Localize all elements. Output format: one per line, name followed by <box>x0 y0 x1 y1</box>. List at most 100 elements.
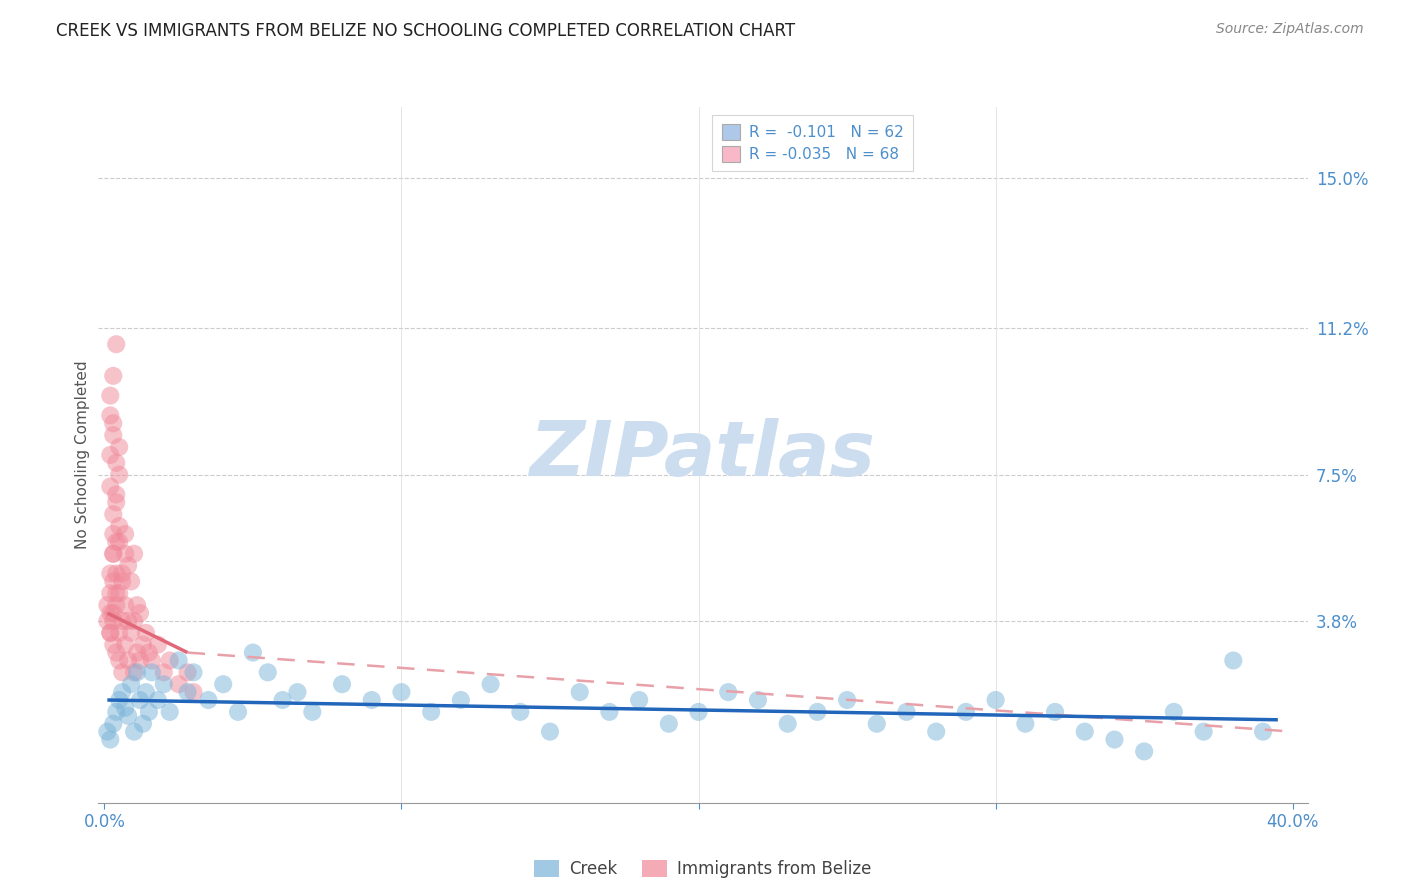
Point <box>117 558 139 573</box>
Point <box>183 685 205 699</box>
Point <box>103 574 125 589</box>
Point <box>122 614 145 628</box>
Point <box>111 665 134 680</box>
Point <box>226 705 249 719</box>
Point <box>212 677 235 691</box>
Point <box>98 389 121 403</box>
Point <box>806 705 828 719</box>
Point <box>122 724 145 739</box>
Point <box>105 646 128 660</box>
Point <box>103 638 125 652</box>
Point <box>103 527 125 541</box>
Point <box>955 705 977 719</box>
Point <box>1222 653 1244 667</box>
Point <box>598 705 620 719</box>
Point <box>103 368 125 383</box>
Point <box>1074 724 1097 739</box>
Point <box>146 638 169 652</box>
Point <box>717 685 740 699</box>
Point <box>896 705 918 719</box>
Point <box>420 705 443 719</box>
Point <box>125 598 148 612</box>
Point <box>1133 744 1156 758</box>
Point <box>105 586 128 600</box>
Y-axis label: No Schooling Completed: No Schooling Completed <box>75 360 90 549</box>
Point <box>1014 716 1036 731</box>
Point <box>568 685 591 699</box>
Point <box>866 716 889 731</box>
Point <box>159 705 181 719</box>
Point <box>141 665 163 680</box>
Point <box>111 574 134 589</box>
Text: CREEK VS IMMIGRANTS FROM BELIZE NO SCHOOLING COMPLETED CORRELATION CHART: CREEK VS IMMIGRANTS FROM BELIZE NO SCHOO… <box>56 22 796 40</box>
Point <box>360 693 382 707</box>
Point <box>1163 705 1185 719</box>
Point <box>509 705 531 719</box>
Point <box>138 705 160 719</box>
Point <box>747 693 769 707</box>
Point <box>103 417 125 431</box>
Point <box>776 716 799 731</box>
Point <box>98 448 121 462</box>
Text: ZIPatlas: ZIPatlas <box>530 418 876 491</box>
Point <box>120 574 142 589</box>
Point <box>103 716 125 731</box>
Point <box>105 487 128 501</box>
Point <box>146 693 169 707</box>
Point <box>96 614 118 628</box>
Point <box>103 547 125 561</box>
Point <box>105 495 128 509</box>
Point <box>117 708 139 723</box>
Point <box>167 653 190 667</box>
Point <box>1251 724 1274 739</box>
Point <box>114 527 136 541</box>
Point <box>301 705 323 719</box>
Point <box>120 625 142 640</box>
Point <box>183 665 205 680</box>
Point <box>108 440 131 454</box>
Point <box>658 716 681 731</box>
Point <box>105 337 128 351</box>
Point <box>108 693 131 707</box>
Point <box>105 456 128 470</box>
Point <box>159 653 181 667</box>
Point <box>167 677 190 691</box>
Point <box>125 665 148 680</box>
Point <box>287 685 309 699</box>
Point <box>103 606 125 620</box>
Point <box>108 653 131 667</box>
Point <box>122 547 145 561</box>
Point <box>103 428 125 442</box>
Point <box>114 701 136 715</box>
Point <box>96 598 118 612</box>
Point <box>108 467 131 482</box>
Point <box>688 705 710 719</box>
Point <box>105 705 128 719</box>
Point <box>98 479 121 493</box>
Point <box>96 724 118 739</box>
Point <box>114 547 136 561</box>
Point <box>98 625 121 640</box>
Point <box>103 547 125 561</box>
Point <box>111 566 134 581</box>
Point <box>176 665 198 680</box>
Point <box>120 677 142 691</box>
Point <box>984 693 1007 707</box>
Legend: Creek, Immigrants from Belize: Creek, Immigrants from Belize <box>527 854 879 885</box>
Point <box>105 598 128 612</box>
Point <box>1043 705 1066 719</box>
Point <box>108 625 131 640</box>
Point <box>98 586 121 600</box>
Text: Source: ZipAtlas.com: Source: ZipAtlas.com <box>1216 22 1364 37</box>
Point <box>271 693 294 707</box>
Point <box>391 685 413 699</box>
Point <box>152 677 174 691</box>
Point <box>105 534 128 549</box>
Point <box>141 653 163 667</box>
Point <box>117 653 139 667</box>
Point <box>450 693 472 707</box>
Point <box>108 519 131 533</box>
Point <box>129 653 152 667</box>
Point <box>98 566 121 581</box>
Point <box>117 614 139 628</box>
